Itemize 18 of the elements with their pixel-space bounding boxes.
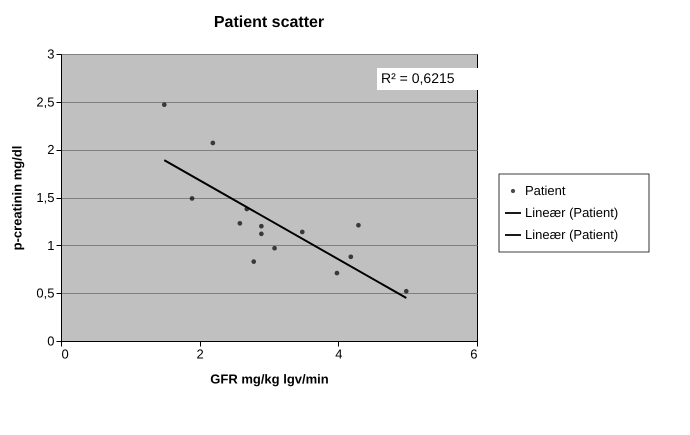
legend-label: Patient [525, 183, 566, 198]
annotation: R² = 0,6215 [381, 70, 455, 86]
y-tick-label: 3 [47, 46, 54, 62]
x-tick-label: 6 [470, 346, 478, 362]
legend-label: Lineær (Patient) [525, 205, 618, 220]
legend-label: Lineær (Patient) [525, 227, 618, 242]
y-axis-title: p-creatinin mg/dl [9, 146, 24, 250]
y-tick-label: 2 [47, 142, 54, 158]
y-tick-label: 2,5 [36, 94, 54, 110]
x-tick-label: 4 [335, 346, 342, 362]
y-tick-label: 1,5 [36, 190, 54, 205]
x-axis-title: GFR mg/kg lgv/min [210, 372, 329, 386]
x-tick-label: 0 [62, 346, 69, 362]
chart-title: Patient scatter [214, 14, 324, 31]
y-tick-label: 0 [47, 334, 54, 348]
y-tick-label: 0,5 [36, 286, 54, 301]
y-tick-label: 1 [47, 238, 54, 253]
x-tick-label: 2 [196, 346, 204, 362]
